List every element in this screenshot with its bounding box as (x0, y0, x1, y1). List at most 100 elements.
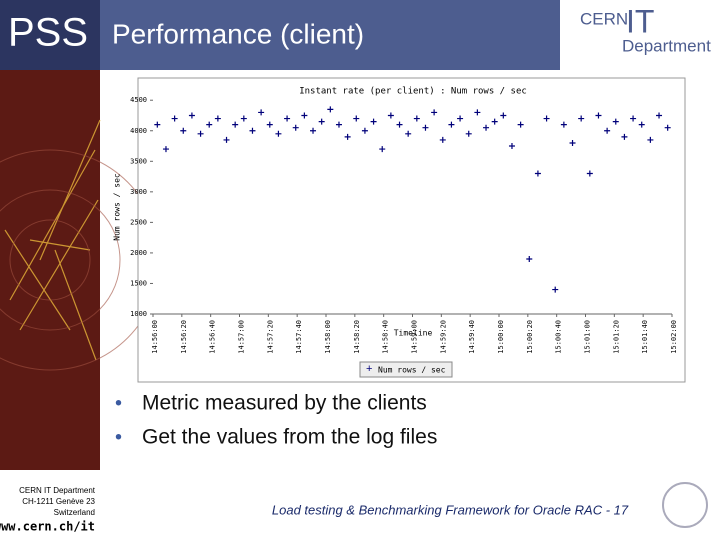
bullet-marker: • (115, 392, 122, 414)
data-point (552, 286, 559, 293)
data-point (387, 112, 394, 119)
slide-title: Performance (client) (112, 18, 364, 49)
x-tick-label: 15:01:20 (612, 320, 620, 354)
data-point (638, 121, 645, 128)
bullet-marker: • (115, 426, 122, 448)
data-point (543, 115, 550, 122)
footer-address: CERN IT Department (19, 486, 96, 495)
data-point (361, 127, 368, 134)
y-tick-label: 4500 (130, 96, 147, 104)
data-point (448, 121, 455, 128)
y-tick-label: 3500 (130, 157, 147, 165)
data-point (249, 127, 256, 134)
footer-url: www.cern.ch/it (0, 520, 95, 534)
y-tick-label: 2000 (130, 249, 147, 257)
data-point (335, 121, 342, 128)
data-point (396, 121, 403, 128)
legend-label: Num rows / sec (378, 366, 446, 375)
legend-marker: + (366, 363, 372, 375)
data-point (604, 127, 611, 134)
data-point (612, 118, 619, 125)
data-point (465, 130, 472, 137)
x-tick-label: 14:59:40 (468, 320, 476, 354)
data-point (301, 112, 308, 119)
data-point (154, 121, 161, 128)
data-point (344, 133, 351, 140)
data-point (206, 121, 213, 128)
x-tick-label: 15:00:20 (526, 320, 534, 354)
x-tick-label: 14:57:40 (295, 320, 303, 354)
x-tick-label: 14:59:20 (439, 320, 447, 354)
x-tick-label: 15:01:40 (641, 320, 649, 354)
data-point (439, 136, 446, 143)
data-point (188, 112, 195, 119)
bullet: Metric measured by the clients (142, 392, 427, 415)
x-axis-label: Timeline (394, 329, 433, 338)
bullet: Get the values from the log files (142, 426, 437, 449)
data-point (232, 121, 239, 128)
data-point (586, 170, 593, 177)
data-point (457, 115, 464, 122)
data-point (578, 115, 585, 122)
data-point (560, 121, 567, 128)
side-panel (0, 0, 100, 470)
x-tick-label: 14:58:20 (353, 320, 361, 354)
data-point (508, 143, 515, 150)
x-tick-label: 14:58:40 (382, 320, 390, 354)
x-tick-label: 15:01:00 (584, 320, 592, 354)
data-point (656, 112, 663, 119)
data-point (664, 124, 671, 131)
data-point (379, 146, 386, 153)
legend (359, 361, 453, 378)
data-point (500, 112, 507, 119)
data-point (405, 130, 412, 137)
x-tick-label: 14:58:00 (324, 320, 332, 354)
data-point (491, 118, 498, 125)
data-point (310, 127, 317, 134)
data-point (569, 139, 576, 146)
data-point (266, 121, 273, 128)
y-axis-label: Num rows / sec (113, 173, 122, 241)
data-point (258, 109, 265, 116)
brand-bottom: Department (622, 36, 711, 55)
cern-logo (662, 482, 708, 528)
y-tick-label: 3000 (130, 188, 147, 196)
data-point (318, 118, 325, 125)
chart-frame (137, 77, 686, 383)
data-point (214, 115, 221, 122)
data-point (630, 115, 637, 122)
logo-box (0, 0, 100, 70)
data-point (180, 127, 187, 134)
data-point (483, 124, 490, 131)
data-point (353, 115, 360, 122)
y-tick-label: 2500 (130, 218, 147, 226)
x-tick-label: 15:00:40 (555, 320, 563, 354)
data-point (595, 112, 602, 119)
data-point (534, 170, 541, 177)
data-point (292, 124, 299, 131)
x-tick-label: 15:00:00 (497, 320, 505, 354)
data-point (647, 136, 654, 143)
y-tick-label: 1000 (130, 310, 147, 318)
x-tick-label: 14:57:20 (266, 320, 274, 354)
data-point (162, 146, 169, 153)
brand-it: IT (626, 3, 654, 39)
data-point (526, 256, 533, 263)
data-point (431, 109, 438, 116)
x-tick-label: 14:59:00 (411, 320, 419, 354)
data-point (474, 109, 481, 116)
x-tick-label: 15:02:00 (670, 320, 678, 354)
x-tick-label: 14:56:00 (151, 320, 159, 354)
data-point (621, 133, 628, 140)
data-point (370, 118, 377, 125)
x-tick-label: 14:56:40 (209, 320, 217, 354)
footer-caption: Load testing & Benchmarking Framework fo… (272, 502, 629, 517)
footer-address: CH-1211 Genève 23 (22, 497, 95, 506)
footer-address: Switzerland (54, 508, 95, 517)
logo: PSS (8, 11, 88, 55)
brand-top: CERN (580, 9, 628, 28)
data-point (197, 130, 204, 137)
data-point (413, 115, 420, 122)
